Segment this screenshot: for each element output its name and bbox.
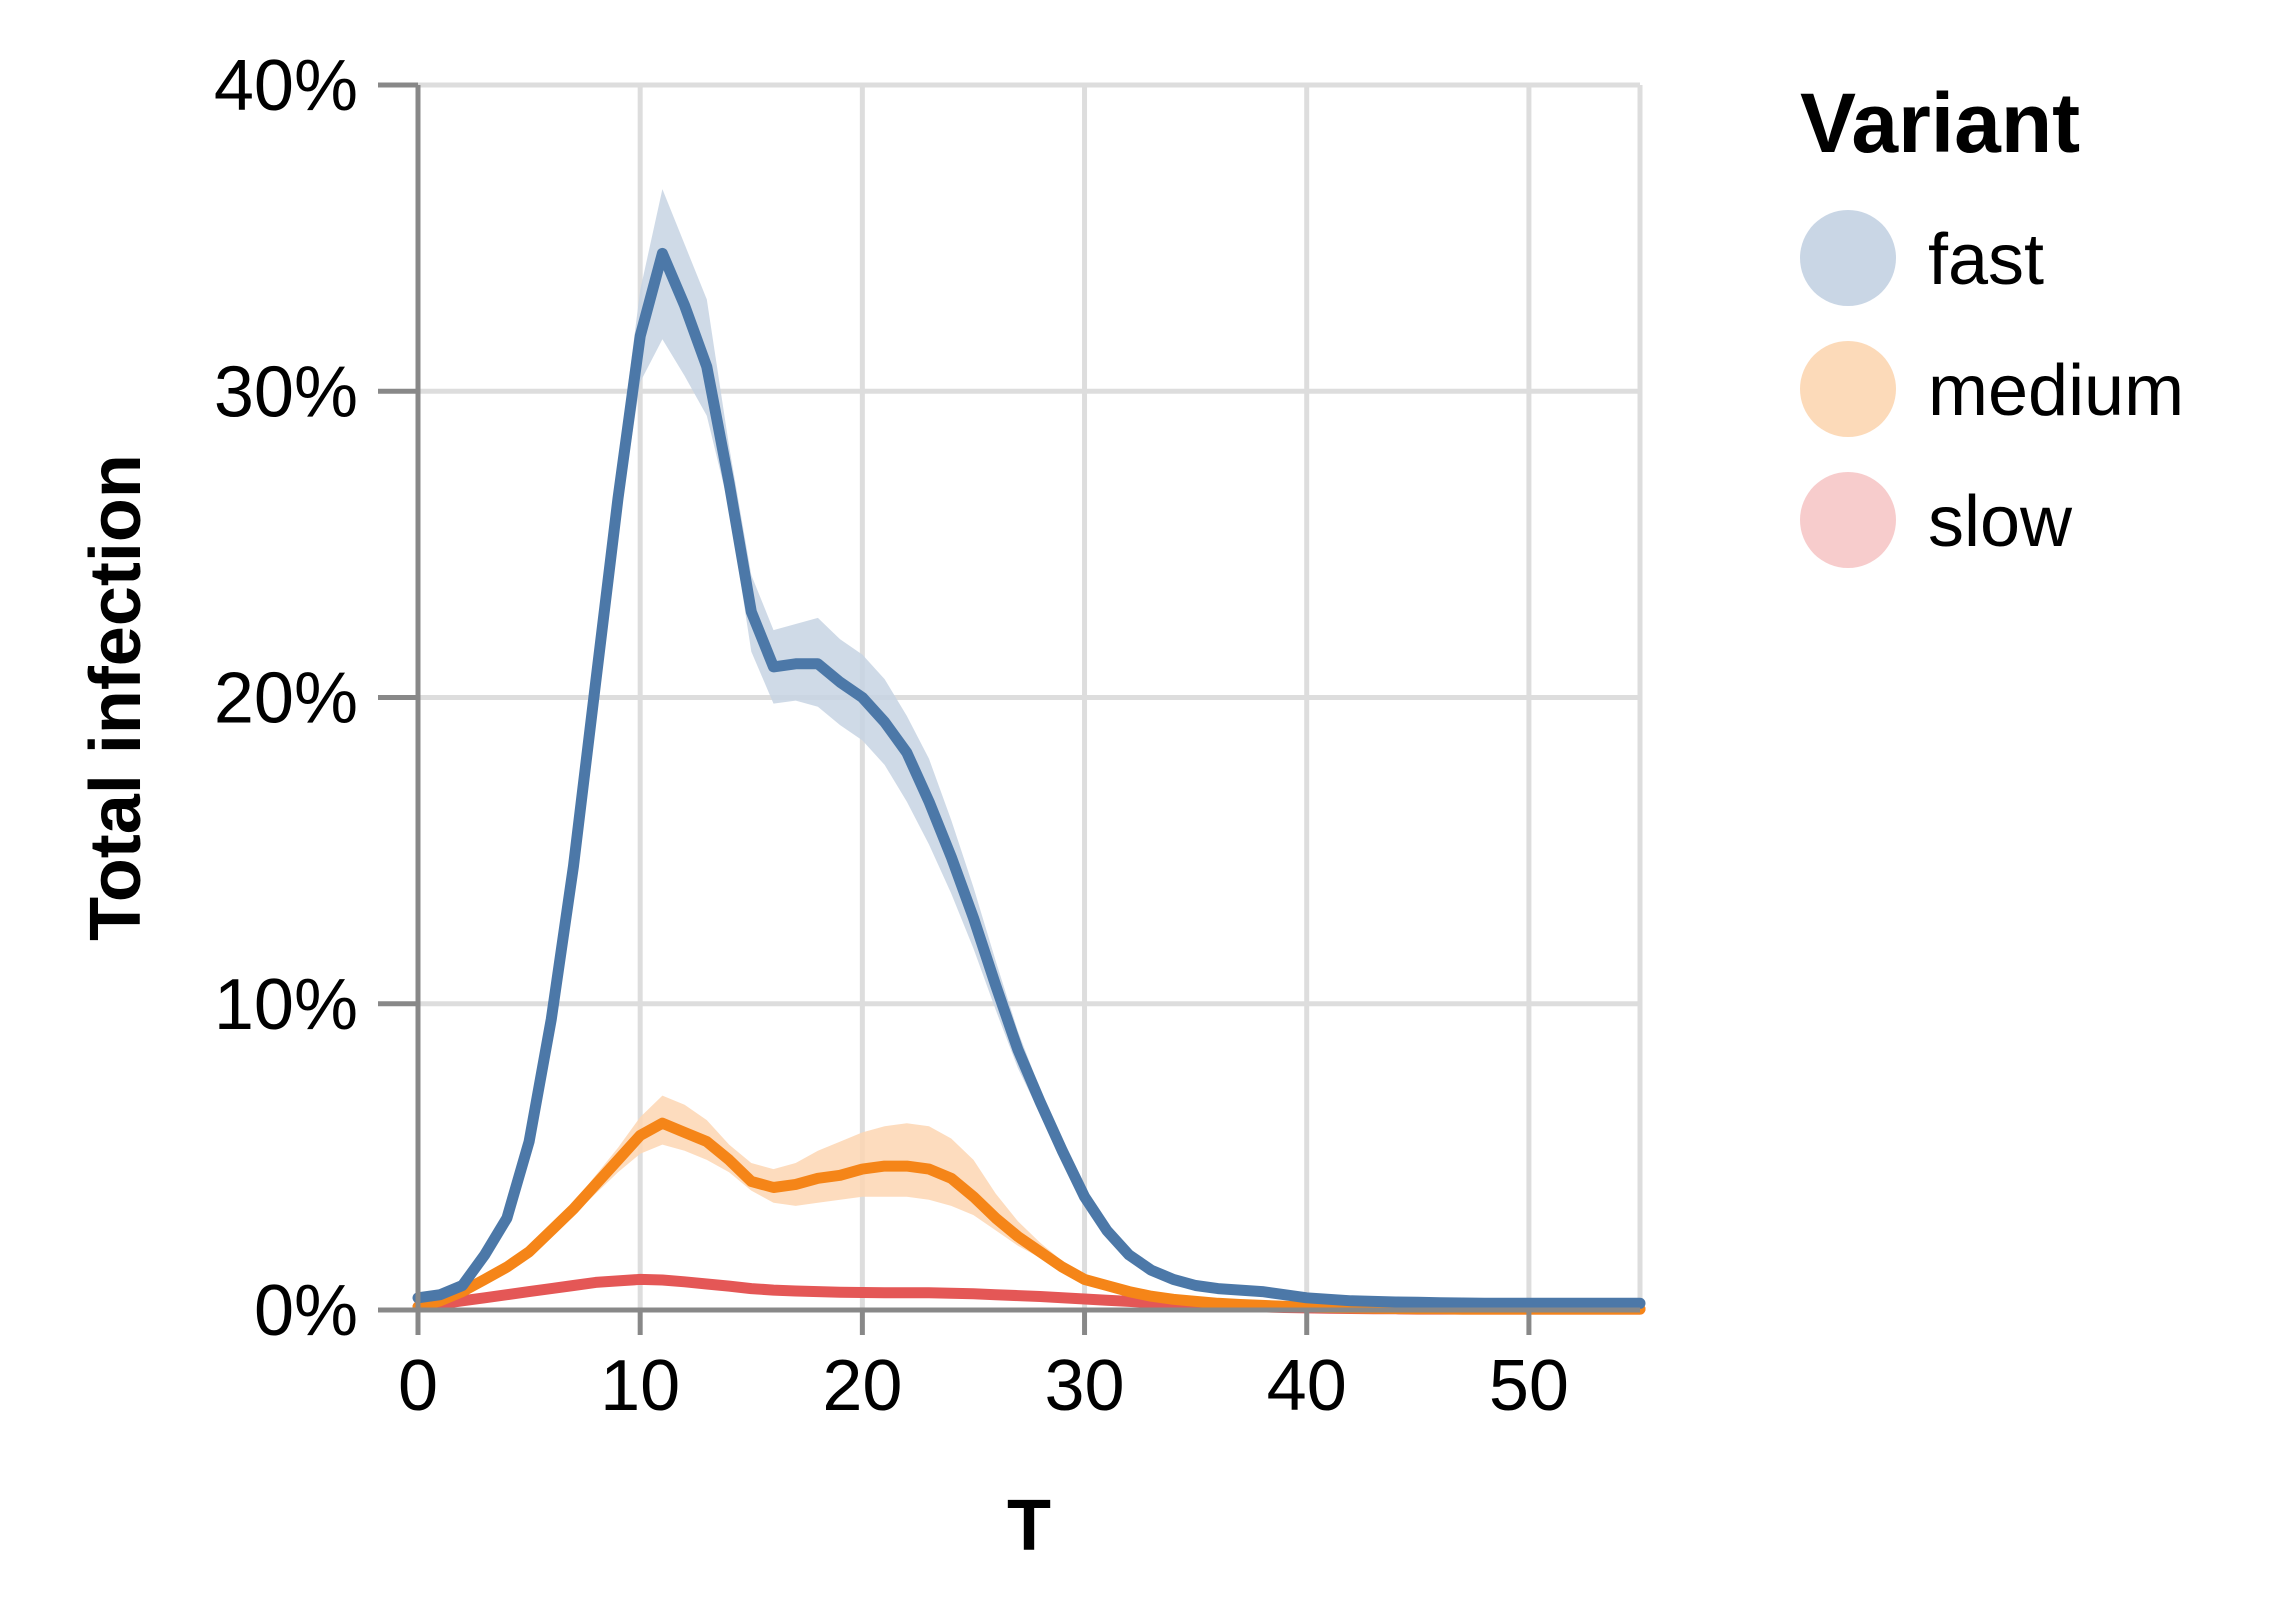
y-tick-label: 10%	[214, 965, 358, 1045]
x-tick-label: 10	[600, 1346, 680, 1426]
legend-swatch-fast	[1800, 210, 1896, 306]
legend-items: fast medium slow	[1800, 210, 2184, 568]
legend-swatch-medium	[1800, 341, 1896, 437]
grid	[415, 82, 1643, 1313]
confidence-bands	[418, 189, 1640, 1310]
x-axis-title: T	[1007, 1486, 1051, 1566]
legend-label-fast: fast	[1928, 220, 2044, 300]
legend-title: Variant	[1800, 76, 2080, 170]
x-tick-label: 20	[822, 1346, 902, 1426]
legend-label-slow: slow	[1928, 482, 2073, 562]
y-tick-label: 40%	[214, 46, 358, 126]
x-tick-label: 50	[1489, 1346, 1569, 1426]
y-axis-title: Total infection	[76, 454, 156, 941]
legend-swatch-slow	[1800, 472, 1896, 568]
series-lines	[412, 247, 1646, 1315]
x-tick-label: 30	[1044, 1346, 1124, 1426]
legend-label-medium: medium	[1928, 351, 2184, 431]
y-tick-label: 0%	[254, 1271, 358, 1351]
x-tick-label: 40	[1267, 1346, 1347, 1426]
series-line-fast	[412, 247, 1646, 1309]
y-tick-label: 20%	[214, 659, 358, 739]
confidence-band-fast	[418, 189, 1640, 1304]
x-tick-label: 0	[398, 1346, 438, 1426]
y-tick-label: 30%	[214, 352, 358, 432]
axes: 0 10 20 30 40 50 0% 10% 20% 30% 40%	[214, 46, 1640, 1426]
legend: Variant fast medium slow	[1800, 76, 2184, 568]
